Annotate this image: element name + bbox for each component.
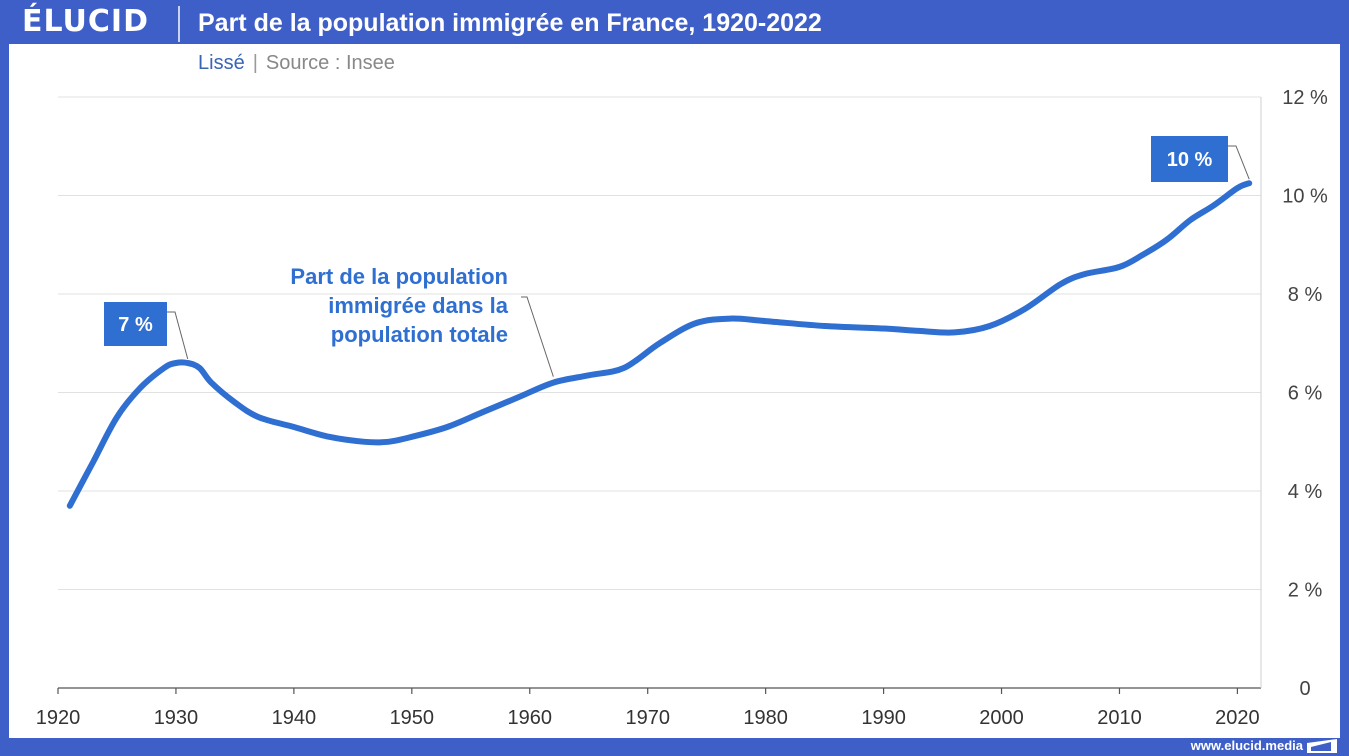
chart-panel: Lissé | Source : Insee 0 2 % 4 % 6 % 8 % 10 % 12… [9,44,1340,738]
x-tick-label: 1920 [36,707,81,729]
y-tick-label: 0 [1299,678,1310,700]
x-tick-label: 1930 [154,707,199,729]
callout-label: 7 % [118,314,153,336]
smoothed-label: Lissé [198,52,245,74]
footer-url[interactable]: www.elucid.media [1190,738,1303,753]
callout-label: 10 % [1167,149,1213,171]
y-tick-label: 12 % [1282,87,1328,109]
axis-layer: 0 2 % 4 % 6 % 8 % 10 % 12 % 1920 1930 1940 1950 196… [36,87,1328,729]
series-layer [66,180,1253,509]
y-tick-label: 8 % [1288,284,1323,306]
x-tick-label: 1990 [861,707,906,729]
grid-layer [58,96,1261,590]
chart-subtitle: Lissé | Source : Insee [198,52,395,75]
callout-box [1151,136,1228,182]
y-tick-label: 6 % [1288,383,1323,405]
series-annotation-line: immigrée dans la [328,293,509,318]
x-tick-label: 2010 [1097,707,1142,729]
annotation-layer: 7 % 10 % Part de la population immigrée dan… [104,136,1250,377]
callout-leader [1228,145,1250,180]
y-tick-label: 4 % [1288,481,1323,503]
y-tick-label: 10 % [1282,186,1328,208]
elucid-logo[interactable]: ÉLUCID [22,4,149,39]
elucid-mark-icon [1307,739,1337,753]
source-label: Source : Insee [265,52,395,74]
x-tick-label: 2020 [1215,707,1260,729]
header-divider [178,6,180,42]
header-bar: ÉLUCID Part de la population immigrée en… [0,0,1349,44]
x-tick-label: 2000 [979,707,1024,729]
x-tick-label: 1960 [508,707,553,729]
series-annotation-leader [521,296,554,377]
series-annotation-line: population totale [331,322,508,347]
x-tick-label: 1970 [625,707,670,729]
series-line-immigrant-share [66,180,1253,509]
x-tick-label: 1950 [390,707,435,729]
x-tick-label: 1940 [272,707,317,729]
chart-title: Part de la population immigrée en France… [198,9,822,37]
line-chart: 0 2 % 4 % 6 % 8 % 10 % 12 % 1920 1930 1940 1950 196… [36,87,1328,729]
series-annotation-line: Part de la population [290,264,508,289]
y-tick-label: 2 % [1288,580,1323,602]
x-tick-label: 1980 [743,707,788,729]
subtitle-separator: | [252,52,258,74]
callout-box [104,302,167,346]
callout-leader [167,311,189,360]
